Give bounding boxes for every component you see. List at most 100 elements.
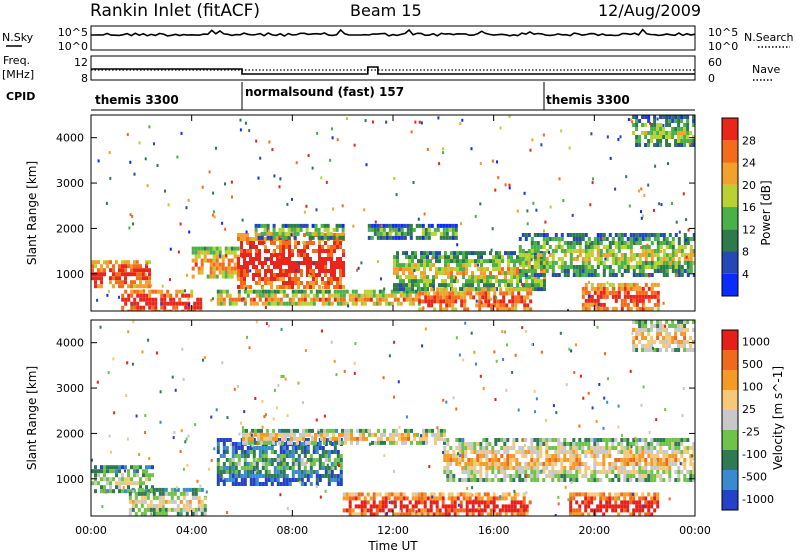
- heatmap-cell: [464, 478, 468, 482]
- heatmap-cell: [501, 504, 505, 509]
- heatmap-cell: [665, 241, 669, 245]
- heatmap-cell: [219, 474, 223, 478]
- colorbar-swatch: [722, 450, 738, 470]
- heatmap-cell: [318, 454, 322, 458]
- heatmap-cell: [496, 299, 500, 304]
- heatmap-cell: [444, 255, 447, 260]
- heatmap-cell: [492, 508, 496, 513]
- heatmap-cell: [330, 257, 333, 261]
- heatmap-cell: [347, 428, 350, 433]
- heatmap-cell: [414, 255, 417, 260]
- heatmap-cell: [175, 305, 179, 310]
- heatmap-cell: [282, 482, 286, 486]
- heatmap-cell: [427, 291, 431, 296]
- heatmap-cell: [530, 470, 534, 474]
- heatmap-cell: [417, 301, 421, 306]
- heatmap-cell: [420, 500, 424, 505]
- heatmap-cell: [342, 297, 346, 302]
- heatmap-cell: [339, 470, 343, 474]
- heatmap-cell: [533, 273, 537, 277]
- heatmap-cell: [644, 496, 648, 501]
- heatmap-cell: [248, 432, 251, 437]
- heatmap-cell: [270, 458, 274, 462]
- heatmap-cell: [395, 428, 398, 433]
- heatmap-cell: [419, 440, 422, 445]
- heatmap-cell: [414, 251, 417, 256]
- heatmap-cell: [656, 500, 660, 505]
- heatmap-cell: [133, 473, 136, 478]
- heatmap-cell: [620, 306, 624, 311]
- heatmap-cell: [279, 450, 283, 454]
- heatmap-cell: [521, 446, 525, 450]
- heatmap-cell: [294, 277, 297, 281]
- heatmap-cell: [121, 305, 125, 310]
- heatmap-cell: [656, 282, 660, 287]
- heatmap-cell: [264, 482, 268, 486]
- heatmap-cell: [432, 275, 435, 280]
- heatmap-cell: [402, 492, 406, 497]
- heatmap-cell: [228, 301, 232, 306]
- heatmap-cell: [526, 307, 530, 311]
- heatmap-cell: [584, 241, 588, 245]
- heatmap-cell: [511, 295, 515, 300]
- heatmap-cell: [146, 503, 150, 508]
- heatmap-cell: [551, 474, 555, 478]
- heatmap-cell: [575, 241, 579, 245]
- heatmap-cell: [653, 508, 657, 513]
- heatmap-cell: [402, 251, 405, 256]
- heatmap-cell: [641, 298, 645, 303]
- heatmap-cell: [422, 428, 425, 433]
- heatmap-cell: [181, 293, 185, 298]
- heatmap-cell: [263, 440, 266, 445]
- heatmap-cell: [587, 446, 591, 450]
- heatmap-cell: [448, 227, 452, 232]
- heatmap-cell: [306, 261, 309, 265]
- heatmap-cell: [181, 309, 185, 311]
- heatmap-cell: [632, 257, 636, 261]
- heatmap-cell: [689, 446, 693, 450]
- heatmap-cell: [105, 201, 108, 205]
- heatmap-cell: [405, 267, 408, 272]
- heatmap-cell: [494, 450, 498, 454]
- heatmap-cell: [318, 466, 322, 470]
- heatmap-cell: [522, 512, 526, 516]
- heatmap-cell: [599, 492, 603, 497]
- heatmap-cell: [677, 127, 681, 131]
- heatmap-cell: [468, 263, 471, 268]
- heatmap-cell: [333, 458, 337, 462]
- heatmap-cell: [483, 275, 486, 280]
- heatmap-cell: [442, 299, 446, 304]
- heatmap-cell: [279, 482, 283, 486]
- heatmap-cell: [456, 279, 459, 284]
- heatmap-cell: [638, 512, 642, 516]
- heatmap-cell: [330, 265, 333, 269]
- heatmap-cell: [662, 470, 666, 474]
- heatmap-cell: [551, 446, 555, 450]
- heatmap-cell: [219, 466, 223, 470]
- heatmap-cell: [686, 127, 690, 131]
- heatmap-cell: [154, 289, 158, 294]
- heatmap-cell: [492, 259, 495, 264]
- heatmap-cell: [473, 466, 477, 470]
- heatmap-cell: [644, 253, 648, 257]
- heatmap-cell: [363, 293, 367, 298]
- heatmap-cell: [401, 440, 404, 445]
- heatmap-cell: [510, 508, 514, 513]
- heatmap-cell: [264, 269, 267, 273]
- heatmap-cell: [483, 508, 487, 513]
- heatmap-cell: [315, 442, 319, 446]
- heatmap-cell: [143, 499, 147, 504]
- heatmap-cell: [512, 438, 516, 442]
- heatmap-cell: [264, 297, 268, 302]
- heatmap-cell: [495, 259, 498, 264]
- heatmap-cell: [130, 284, 133, 289]
- heatmap-cell: [653, 294, 657, 299]
- heatmap-cell: [372, 120, 374, 124]
- heatmap-cell: [644, 115, 648, 119]
- heatmap-cell: [471, 259, 474, 264]
- heatmap-cell: [623, 470, 627, 474]
- heatmap-cell: [457, 291, 461, 296]
- heatmap-cell: [258, 482, 262, 486]
- heatmap-cell: [158, 495, 162, 500]
